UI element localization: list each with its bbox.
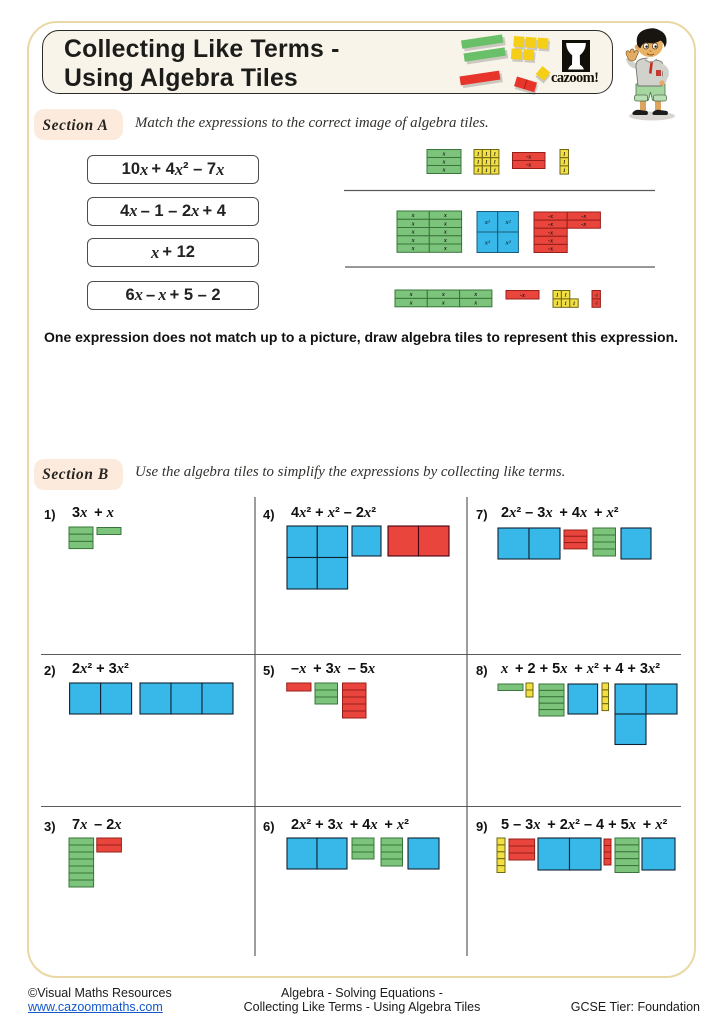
svg-text:1: 1 — [564, 293, 567, 299]
svg-text:x: x — [411, 213, 415, 219]
svg-text:1: 1 — [563, 160, 566, 166]
svg-text:-x: -x — [548, 230, 553, 236]
svg-text:x: x — [473, 292, 477, 298]
svg-text:1: 1 — [573, 301, 576, 307]
svg-text:x: x — [441, 292, 445, 298]
svg-text:1: 1 — [564, 301, 567, 307]
svg-text:x²: x² — [484, 219, 491, 226]
svg-text:-x: -x — [548, 247, 553, 253]
svg-text:-x: -x — [581, 214, 586, 220]
svg-text:x: x — [443, 230, 447, 236]
svg-text:-1: -1 — [594, 292, 598, 297]
svg-text:-x: -x — [526, 155, 531, 161]
svg-text:1: 1 — [485, 168, 488, 174]
svg-text:x: x — [411, 230, 415, 236]
svg-text:x²: x² — [504, 240, 511, 247]
svg-text:x: x — [443, 246, 447, 252]
svg-text:cazoom!: cazoom! — [551, 70, 599, 86]
svg-text:x²: x² — [504, 219, 511, 226]
svg-text:-x: -x — [520, 293, 525, 299]
svg-text:-x: -x — [548, 222, 553, 228]
svg-text:1: 1 — [493, 152, 496, 158]
svg-text:1: 1 — [477, 168, 480, 174]
svg-text:-x: -x — [581, 222, 586, 228]
svg-text:1: 1 — [556, 301, 559, 307]
svg-text:x: x — [443, 238, 447, 244]
svg-text:1: 1 — [563, 168, 566, 174]
svg-text:1: 1 — [563, 152, 566, 158]
svg-text:x: x — [443, 221, 447, 227]
svg-text:1: 1 — [477, 160, 480, 166]
svg-text:x: x — [411, 238, 415, 244]
svg-text:x: x — [442, 152, 446, 158]
svg-text:-x: -x — [548, 214, 553, 220]
svg-text:1: 1 — [556, 293, 559, 299]
svg-text:1: 1 — [493, 168, 496, 174]
svg-text:1: 1 — [477, 152, 480, 158]
svg-text:x: x — [409, 301, 413, 307]
svg-text:1: 1 — [485, 152, 488, 158]
svg-text:x: x — [411, 246, 415, 252]
svg-text:x: x — [409, 292, 413, 298]
svg-text:x: x — [473, 301, 477, 307]
svg-text:1: 1 — [493, 160, 496, 166]
svg-text:1: 1 — [485, 160, 488, 166]
svg-text:x: x — [411, 221, 415, 227]
svg-text:-x: -x — [548, 238, 553, 244]
svg-text:x²: x² — [484, 240, 491, 247]
svg-text:-x: -x — [526, 163, 531, 169]
svg-text:-1: -1 — [594, 301, 598, 306]
svg-text:x: x — [443, 213, 447, 219]
svg-text:x: x — [441, 301, 445, 307]
svg-text:x: x — [442, 168, 446, 174]
svg-text:x: x — [442, 160, 446, 166]
